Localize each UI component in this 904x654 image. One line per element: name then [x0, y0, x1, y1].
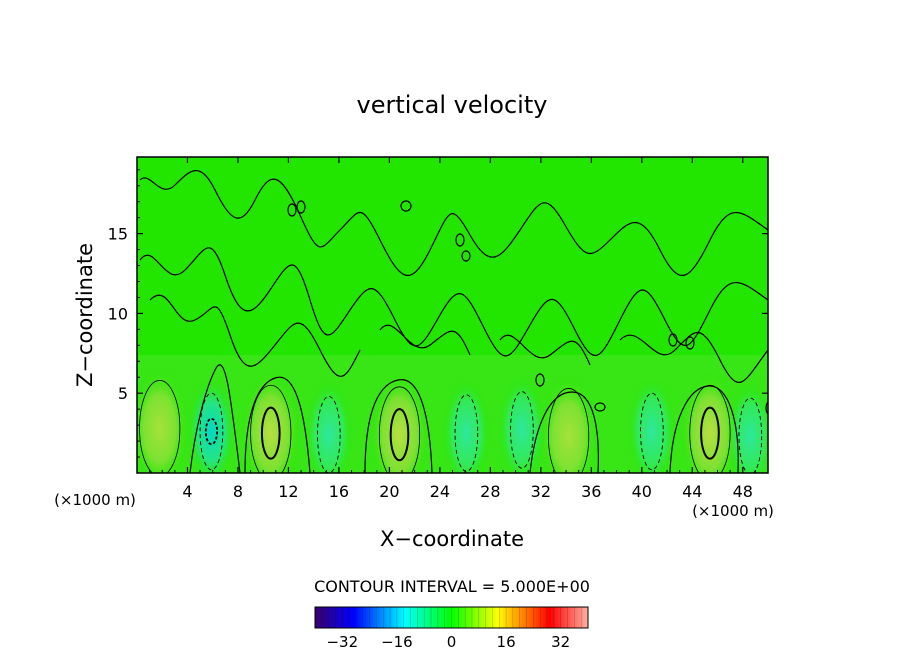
x-axis: 4 8 12 16 20 24 28 32 36 40 44 48	[149, 157, 756, 501]
contour-small-8	[535, 373, 545, 387]
colorbar-ticks: −32 −16 0 16 32	[326, 633, 570, 651]
x-tick-label: 8	[233, 482, 243, 501]
downdraft-contour	[640, 392, 664, 471]
colorbar-stripes	[321, 607, 582, 628]
colorbar-tick-label: −16	[381, 633, 413, 651]
contour-small-7	[685, 336, 695, 350]
y-tick-label: 10	[108, 304, 128, 323]
downdraft-cell	[442, 378, 491, 473]
updraft-contour-outer	[139, 380, 181, 473]
contour-zero-3	[364, 379, 433, 473]
x-axis-label: X−coordinate	[380, 527, 524, 551]
colorbar-gradient	[315, 607, 588, 628]
chart-title: vertical velocity	[357, 91, 548, 119]
y-axis-unit-label: (×1000 m)	[54, 491, 136, 509]
contour-lines	[139, 170, 768, 473]
updraft-contour-outer	[548, 388, 590, 473]
downdraft-cell	[726, 382, 768, 473]
colorbar: −32 −16 0 16 32	[314, 606, 589, 651]
updraft-cell	[680, 372, 739, 473]
velocity-cells	[137, 367, 768, 473]
y-axis: 5 10 15	[108, 169, 768, 458]
colorbar-tick-label: −32	[326, 633, 358, 651]
contour-upper-1	[139, 170, 768, 277]
contour-zero-2	[244, 376, 311, 473]
contour-small-2	[296, 200, 306, 214]
contour-small-9	[594, 402, 606, 412]
x-tick-label: 40	[632, 482, 652, 501]
x-axis-unit-label: (×1000 m)	[692, 502, 774, 520]
x-tick-label: 12	[278, 482, 298, 501]
downdraft-contour-inner	[204, 417, 219, 446]
x-tick-label: 48	[733, 482, 753, 501]
contour-zero-4	[529, 391, 599, 473]
x-tick-label: 32	[531, 482, 551, 501]
contour-small-5	[400, 200, 412, 212]
downdraft-contour	[510, 391, 534, 469]
updraft-contour-inner	[700, 406, 720, 460]
downdraft-contour	[317, 395, 341, 473]
updraft-contour-outer	[378, 386, 421, 473]
contour-zero-5	[669, 385, 739, 473]
x-tick-label: 20	[379, 482, 399, 501]
updraft-contour-outer	[689, 384, 731, 473]
y-tick-label: 5	[118, 384, 128, 403]
y-axis-label: Z−coordinate	[73, 243, 97, 387]
x-tick-label: 16	[329, 482, 349, 501]
contour-small-4	[461, 250, 471, 262]
contour-small-6	[668, 333, 678, 347]
colorbar-tick-label: 16	[497, 633, 516, 651]
contour-small-3	[455, 233, 465, 247]
x-tick-label: 28	[480, 482, 500, 501]
contour-interval-label: CONTOUR INTERVAL = 5.000E+00	[314, 577, 590, 596]
contour-upper-2	[139, 247, 768, 357]
updraft-cell	[137, 367, 189, 473]
downdraft-contour	[199, 392, 224, 471]
x-tick-label: 24	[430, 482, 450, 501]
colorbar-tick-label: 0	[447, 633, 457, 651]
plot-area	[137, 157, 768, 473]
colorbar-tick-label: 32	[551, 633, 570, 651]
contour-zero-1	[189, 364, 241, 473]
contour-small-10	[765, 401, 768, 415]
colorbar-frame	[314, 606, 589, 629]
contour-small-1	[287, 203, 297, 217]
cell-contours	[139, 380, 763, 473]
contour-upper-3	[149, 294, 768, 383]
updraft-contour-inner	[260, 406, 281, 460]
downdraft-cell	[627, 377, 676, 473]
downdraft-contour	[454, 394, 479, 472]
updraft-contour-outer	[250, 384, 292, 473]
x-tick-label: 36	[581, 482, 601, 501]
downdraft-contour	[738, 397, 763, 473]
downdraft-cell	[187, 377, 236, 473]
x-tick-label: 44	[682, 482, 702, 501]
updraft-contour-inner	[389, 408, 410, 462]
downdraft-cell	[304, 380, 353, 473]
x-tick-label: 4	[182, 482, 192, 501]
updraft-cell	[370, 374, 429, 473]
y-tick-label: 15	[108, 225, 128, 244]
